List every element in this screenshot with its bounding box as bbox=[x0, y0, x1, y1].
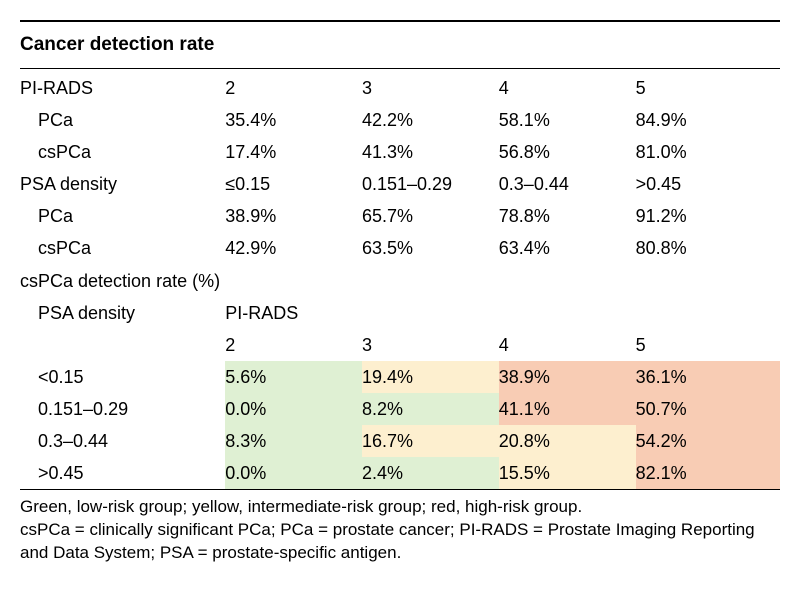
heatmap-row-label: >0.45 bbox=[20, 457, 225, 489]
heatmap-cell: 0.0% bbox=[225, 393, 362, 425]
cell: 80.8% bbox=[636, 232, 780, 264]
heatmap-cell: 36.1% bbox=[636, 361, 780, 393]
pirads-header-row: PI-RADS 2 3 4 5 bbox=[20, 69, 780, 104]
heatmap-cell: 5.6% bbox=[225, 361, 362, 393]
heatmap-row-label: 0.3–0.44 bbox=[20, 425, 225, 457]
psad-row-pca: PCa 38.9% 65.7% 78.8% 91.2% bbox=[20, 200, 780, 232]
psad-level-2: 0.3–0.44 bbox=[499, 168, 636, 200]
pirads-level-3: 5 bbox=[636, 69, 780, 104]
cell: 42.9% bbox=[225, 232, 362, 264]
heatmap-cell: 0.0% bbox=[225, 457, 362, 489]
cell: 63.4% bbox=[499, 232, 636, 264]
heatmap-cell: 15.5% bbox=[499, 457, 636, 489]
footnote-line2: csPCa = clinically significant PCa; PCa … bbox=[20, 519, 780, 565]
heatmap-col-axis-label: PI-RADS bbox=[225, 297, 780, 329]
cell: 56.8% bbox=[499, 136, 636, 168]
row-label: csPCa bbox=[20, 136, 225, 168]
heatmap-col-0: 2 bbox=[225, 329, 362, 361]
pirads-level-2: 4 bbox=[499, 69, 636, 104]
cell: 63.5% bbox=[362, 232, 499, 264]
heatmap-row-label: 0.151–0.29 bbox=[20, 393, 225, 425]
heatmap-col-3: 5 bbox=[636, 329, 780, 361]
cell: 91.2% bbox=[636, 200, 780, 232]
cell: 35.4% bbox=[225, 104, 362, 136]
heatmap-col-2: 4 bbox=[499, 329, 636, 361]
cell: 42.2% bbox=[362, 104, 499, 136]
heatmap-row-0: <0.15 5.6% 19.4% 38.9% 36.1% bbox=[20, 361, 780, 393]
cell: 38.9% bbox=[225, 200, 362, 232]
heatmap-cell: 50.7% bbox=[636, 393, 780, 425]
heatmap-col-levels-row: 2 3 4 5 bbox=[20, 329, 780, 361]
heatmap-section-label: csPCa detection rate (%) bbox=[20, 265, 780, 297]
heatmap-cell: 38.9% bbox=[499, 361, 636, 393]
table-footnote: Green, low-risk group; yellow, intermedi… bbox=[20, 490, 780, 565]
psad-level-0: ≤0.15 bbox=[225, 168, 362, 200]
row-label: PCa bbox=[20, 104, 225, 136]
row-label: PCa bbox=[20, 200, 225, 232]
psad-row-cspca: csPCa 42.9% 63.5% 63.4% 80.8% bbox=[20, 232, 780, 264]
psad-label: PSA density bbox=[20, 168, 225, 200]
table-title: Cancer detection rate bbox=[20, 22, 780, 69]
cell: 84.9% bbox=[636, 104, 780, 136]
heatmap-row-3: >0.45 0.0% 2.4% 15.5% 82.1% bbox=[20, 457, 780, 489]
heatmap-row-label: <0.15 bbox=[20, 361, 225, 393]
cell: 65.7% bbox=[362, 200, 499, 232]
cell: 81.0% bbox=[636, 136, 780, 168]
heatmap-cell: 54.2% bbox=[636, 425, 780, 457]
cell: 41.3% bbox=[362, 136, 499, 168]
psad-level-3: >0.45 bbox=[636, 168, 780, 200]
heatmap-cell: 20.8% bbox=[499, 425, 636, 457]
pirads-row-cspca: csPCa 17.4% 41.3% 56.8% 81.0% bbox=[20, 136, 780, 168]
cell: 78.8% bbox=[499, 200, 636, 232]
heatmap-section-row: csPCa detection rate (%) bbox=[20, 265, 780, 297]
pirads-row-pca: PCa 35.4% 42.2% 58.1% 84.9% bbox=[20, 104, 780, 136]
cell: 17.4% bbox=[225, 136, 362, 168]
heatmap-col-1: 3 bbox=[362, 329, 499, 361]
pirads-label: PI-RADS bbox=[20, 69, 225, 104]
heatmap-cell: 8.2% bbox=[362, 393, 499, 425]
psad-level-1: 0.151–0.29 bbox=[362, 168, 499, 200]
pirads-level-0: 2 bbox=[225, 69, 362, 104]
heatmap-cell: 82.1% bbox=[636, 457, 780, 489]
cell: 58.1% bbox=[499, 104, 636, 136]
cancer-detection-table: Cancer detection rate PI-RADS 2 3 4 5 PC… bbox=[20, 20, 780, 490]
footnote-line1: Green, low-risk group; yellow, intermedi… bbox=[20, 496, 780, 519]
heatmap-cell: 19.4% bbox=[362, 361, 499, 393]
row-label: csPCa bbox=[20, 232, 225, 264]
heatmap-row-2: 0.3–0.44 8.3% 16.7% 20.8% 54.2% bbox=[20, 425, 780, 457]
pirads-level-1: 3 bbox=[362, 69, 499, 104]
heatmap-cell: 41.1% bbox=[499, 393, 636, 425]
heatmap-cell: 2.4% bbox=[362, 457, 499, 489]
heatmap-row-1: 0.151–0.29 0.0% 8.2% 41.1% 50.7% bbox=[20, 393, 780, 425]
heatmap-row-axis-label: PSA density bbox=[20, 297, 225, 329]
psad-header-row: PSA density ≤0.15 0.151–0.29 0.3–0.44 >0… bbox=[20, 168, 780, 200]
heatmap-axis-labels-row: PSA density PI-RADS bbox=[20, 297, 780, 329]
data-table: PI-RADS 2 3 4 5 PCa 35.4% 42.2% 58.1% 84… bbox=[20, 69, 780, 489]
heatmap-cell: 8.3% bbox=[225, 425, 362, 457]
heatmap-cell: 16.7% bbox=[362, 425, 499, 457]
